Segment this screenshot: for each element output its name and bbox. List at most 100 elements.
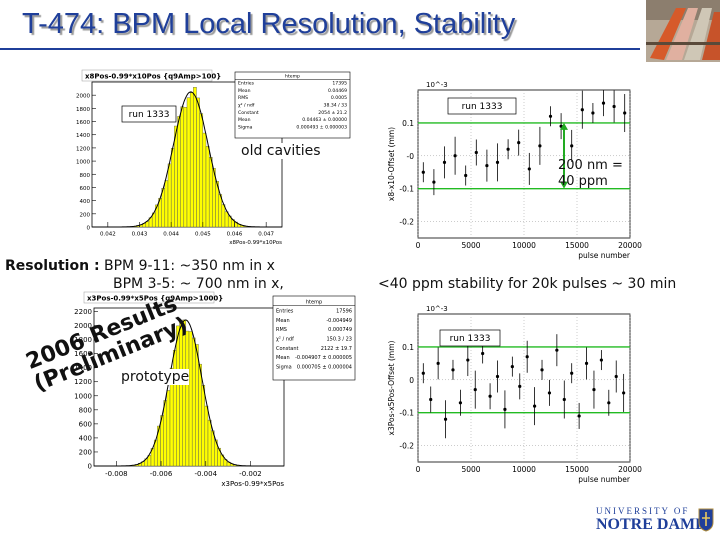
histogram-bar bbox=[207, 419, 212, 467]
data-point bbox=[612, 104, 616, 109]
y-tick-label: 1200 bbox=[76, 146, 90, 152]
histogram-bar bbox=[186, 97, 191, 228]
histogram-bar bbox=[185, 330, 190, 467]
y-tick-label: 600 bbox=[79, 420, 92, 428]
data-point bbox=[525, 355, 529, 359]
notre-dame-shield-icon bbox=[698, 508, 714, 532]
data-point bbox=[607, 401, 611, 405]
histogram-title-box bbox=[83, 291, 215, 304]
data-point bbox=[495, 160, 500, 164]
histogram-bar bbox=[160, 415, 164, 467]
stats-value: 150.3 / 23 bbox=[326, 337, 352, 343]
stats-value: 17395 bbox=[332, 81, 347, 87]
histogram-title: x8Pos-0.99*x10Pos {q9Amp>100} bbox=[85, 73, 221, 81]
x-tick-label: 15000 bbox=[565, 465, 589, 474]
y-tick-label: 0 bbox=[88, 463, 92, 471]
stats-key: Entries bbox=[238, 81, 255, 87]
data-point bbox=[466, 358, 470, 362]
run-label-box bbox=[447, 97, 517, 115]
data-point bbox=[592, 388, 596, 392]
stats-key: Sigma bbox=[238, 124, 253, 130]
y-tick-label: 400 bbox=[79, 434, 92, 442]
run-label: run 1333 bbox=[450, 334, 491, 344]
data-point bbox=[464, 173, 468, 178]
histogram-bar bbox=[199, 113, 204, 228]
stats-box bbox=[234, 71, 351, 139]
x-tick-label: 0.045 bbox=[195, 232, 211, 238]
data-point bbox=[429, 397, 433, 402]
stats-key: Constant bbox=[276, 346, 299, 352]
stats-key: Entries bbox=[276, 309, 294, 315]
stats-value: 17596 bbox=[336, 309, 352, 315]
data-point bbox=[623, 111, 627, 115]
histogram-bar bbox=[198, 363, 202, 467]
y-tick-label: 400 bbox=[80, 199, 91, 205]
y-tick-label: 800 bbox=[80, 173, 91, 179]
data-point bbox=[506, 147, 510, 151]
run-label: run 1333 bbox=[129, 110, 170, 120]
y-tick-label: 1600 bbox=[74, 350, 92, 358]
histogram-top: x8Pos-0.99*x10Pos {q9Amp>100} 0 200 400 600 8… bbox=[76, 69, 351, 246]
stats-key: Mean bbox=[276, 318, 290, 324]
histogram-bar bbox=[195, 344, 199, 467]
stats-value: -0.004907 ± 0.000005 bbox=[295, 355, 352, 361]
stats-value: 0.000705 ± 0.000004 bbox=[297, 364, 352, 370]
data-point bbox=[436, 361, 440, 365]
data-point bbox=[622, 391, 626, 395]
data-point bbox=[601, 101, 606, 105]
resolution-bpm3-5: BPM 3-5: ~ 700 nm in x, bbox=[113, 276, 284, 292]
resolution-line-1: Resolution : BPM 9-11: ~350 nm in x bbox=[5, 258, 275, 274]
y-tick-label: 800 bbox=[79, 406, 92, 414]
histogram-bar bbox=[172, 350, 177, 467]
y-axis-label: x3Pos-x5Pos-Offset (mm) bbox=[387, 340, 396, 435]
histogram-bar bbox=[163, 400, 168, 467]
histogram-bar bbox=[174, 125, 178, 228]
data-point bbox=[495, 374, 500, 379]
x-tick-label: 20000 bbox=[618, 465, 642, 474]
histogram-bar bbox=[170, 148, 175, 228]
data-point bbox=[442, 160, 447, 164]
data-point bbox=[599, 358, 603, 362]
y-tick-label: 600 bbox=[80, 186, 91, 192]
stats-value: -0.004949 bbox=[326, 318, 352, 324]
x-tick-label: 0 bbox=[416, 465, 421, 474]
data-point bbox=[432, 180, 436, 184]
histogram-bar bbox=[176, 325, 180, 467]
x-tick-label: -0.006 bbox=[150, 470, 173, 478]
data-point bbox=[443, 417, 448, 421]
histogram-bar bbox=[205, 146, 210, 228]
histogram-bar bbox=[204, 405, 209, 467]
stability-caption: <40 ppm stability for 20k pulses ~ 30 mi… bbox=[378, 276, 677, 292]
data-point bbox=[453, 154, 457, 158]
data-point bbox=[510, 365, 514, 369]
histogram-bar bbox=[201, 385, 206, 467]
y-tick-label: 2000 bbox=[74, 322, 92, 330]
title-underline bbox=[0, 48, 640, 50]
x-axis-label: pulse number bbox=[578, 251, 631, 260]
histogram-bar bbox=[177, 116, 181, 228]
stats-key: Mean bbox=[276, 355, 290, 361]
page-title: T-474: BPM Local Resolution, Stability bbox=[22, 8, 516, 40]
y-tick-label: 2000 bbox=[76, 94, 90, 100]
histogram-bar bbox=[221, 204, 226, 228]
data-point bbox=[577, 414, 581, 418]
data-point bbox=[474, 150, 478, 155]
data-point bbox=[547, 391, 552, 395]
data-point bbox=[538, 144, 542, 148]
stats-value: 0.04469 bbox=[328, 88, 347, 94]
histogram-bar bbox=[224, 211, 229, 228]
x-tick-label: -0.002 bbox=[239, 470, 262, 478]
x-tick-label: 10000 bbox=[512, 465, 536, 474]
histogram-bar bbox=[179, 321, 183, 467]
stats-title: htemp bbox=[306, 299, 322, 305]
y-tick-label: -0.2 bbox=[399, 442, 414, 451]
y-tick-label: 1000 bbox=[76, 160, 90, 166]
stats-key: χ² / ndf bbox=[238, 103, 255, 109]
histogram-bar bbox=[182, 319, 187, 467]
histogram-bar bbox=[147, 455, 152, 467]
histogram-bar bbox=[167, 163, 172, 228]
data-point bbox=[591, 111, 595, 115]
y-tick-label: 200 bbox=[80, 212, 91, 218]
histogram-bottom: x3Pos-0.99*x5Pos {q9Amp>1000} 0 200 400 600 8… bbox=[74, 291, 356, 488]
